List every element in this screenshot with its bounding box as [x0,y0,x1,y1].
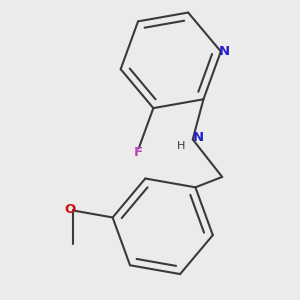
Text: H: H [176,141,185,151]
Text: F: F [134,146,143,159]
Text: N: N [193,131,204,144]
Text: N: N [219,45,230,58]
Text: O: O [65,202,76,216]
